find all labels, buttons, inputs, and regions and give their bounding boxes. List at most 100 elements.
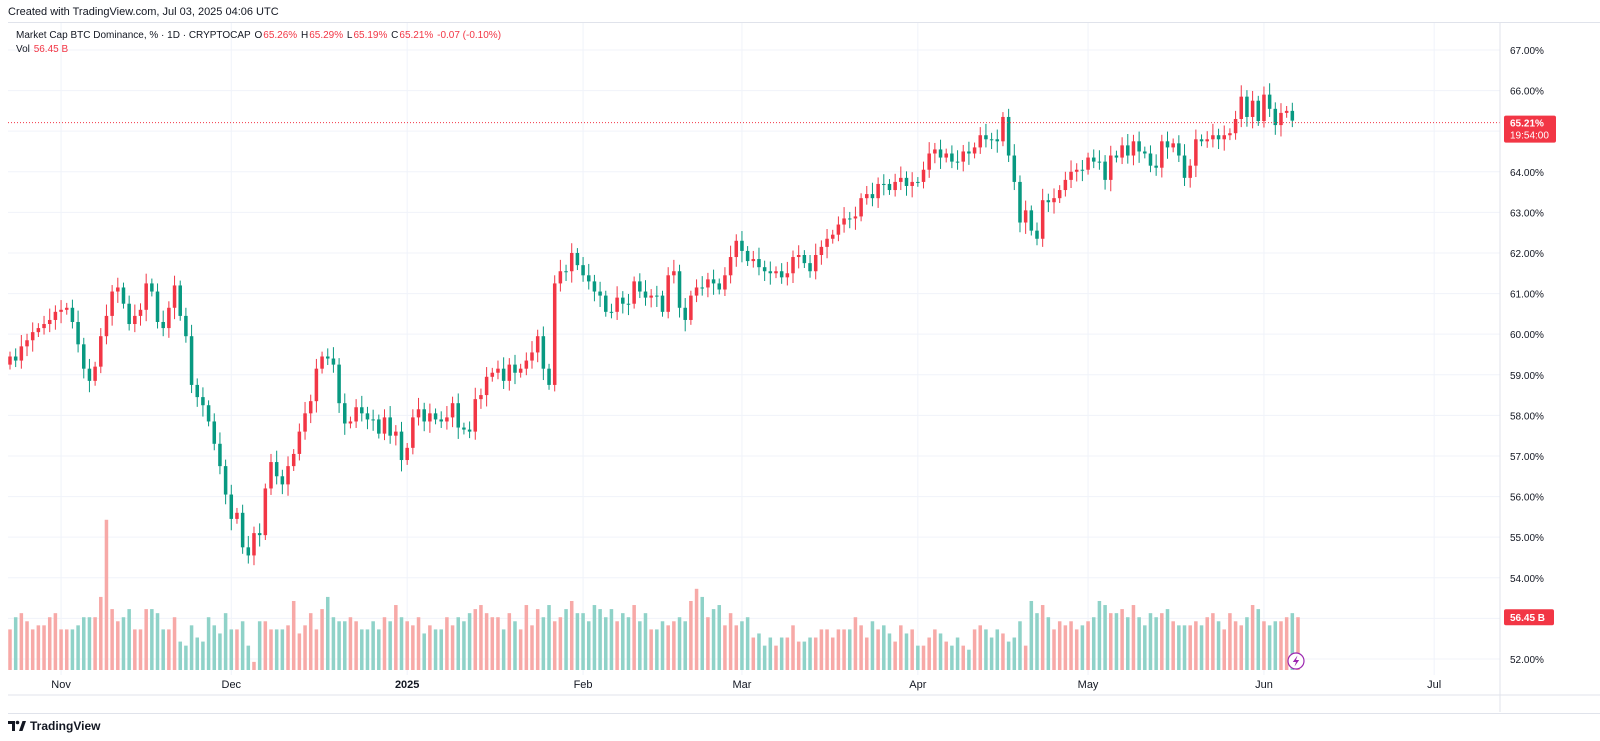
candle-body (337, 364, 341, 404)
candle (70, 299, 75, 329)
candle-body (354, 407, 358, 422)
time-tick-label: May (1078, 679, 1099, 691)
tradingview-logo-icon (8, 720, 26, 731)
volume-bar (1250, 605, 1255, 670)
candle-body (59, 309, 63, 312)
candle-body (1108, 155, 1113, 180)
candle (785, 261, 790, 286)
time-tick-label: 2025 (395, 679, 419, 691)
volume-bar (371, 621, 375, 670)
candle-body (1171, 143, 1175, 148)
candle-body (467, 429, 472, 432)
volume-bar (609, 609, 614, 670)
tradingview-footer[interactable]: TradingView (8, 719, 100, 733)
volume-bar (1256, 609, 1261, 670)
volume-bar (870, 621, 875, 670)
legend-symbol[interactable]: Market Cap BTC Dominance, % · 1D · CRYPT… (16, 30, 251, 41)
legend-low-value: 65.19% (353, 30, 388, 41)
candle (377, 414, 381, 439)
candle-body (825, 238, 829, 247)
candle (104, 304, 109, 345)
volume-bar (70, 629, 75, 670)
candle-body (1290, 110, 1295, 121)
candle (212, 413, 217, 451)
volume-bar (235, 629, 239, 670)
candle (808, 255, 812, 278)
volume-bar (1006, 641, 1011, 670)
volume-bar (1046, 617, 1051, 670)
candle (439, 411, 443, 428)
candle-body (274, 462, 279, 477)
candle (677, 264, 682, 318)
legend-volume-label[interactable]: Vol (16, 44, 30, 55)
volume-bar (394, 605, 398, 670)
candle (467, 421, 472, 439)
volume-bar (683, 621, 687, 670)
volume-bars (8, 519, 1300, 670)
candle (82, 337, 86, 379)
candle (1001, 112, 1005, 147)
volume-bar (569, 600, 574, 670)
price-axis[interactable]: 67.00%66.00%65.00%64.00%63.00%62.00%61.0… (1499, 23, 1544, 712)
candle (382, 409, 387, 441)
candle (530, 341, 534, 369)
candle (1052, 188, 1056, 214)
volume-bar (547, 605, 551, 670)
price-tick-label: 63.00% (1510, 208, 1544, 219)
volume-bar (723, 625, 727, 670)
volume-bar (343, 621, 347, 670)
candle (354, 399, 358, 428)
candle-body (138, 309, 143, 316)
candle (1006, 108, 1011, 163)
candle-body (541, 336, 546, 369)
volume-bar (1165, 609, 1170, 670)
candle (552, 275, 557, 392)
candle-body (706, 279, 710, 288)
candle (887, 179, 892, 195)
candle (121, 282, 126, 309)
candle (490, 367, 495, 382)
candle (252, 526, 256, 566)
candle (1182, 144, 1187, 186)
candle-body (1267, 94, 1272, 109)
volume-badge: 56.45 B (1504, 609, 1554, 626)
time-axis[interactable]: NovDec2025FebMarAprMayJunJulAug (8, 679, 1600, 696)
volume-bar (325, 596, 330, 670)
candle-body (1035, 230, 1039, 239)
candle (172, 275, 177, 320)
candle (791, 250, 795, 284)
volume-bar (660, 621, 665, 670)
candle-body (870, 194, 875, 199)
price-tick-label: 52.00% (1510, 655, 1544, 666)
candle (558, 259, 563, 292)
volume-bar (1035, 613, 1039, 670)
candle-body (802, 255, 807, 264)
candle (507, 358, 512, 391)
candle-body (853, 216, 858, 219)
price-tick-label: 61.00% (1510, 290, 1544, 301)
candle (1063, 171, 1068, 197)
candle-body (189, 336, 194, 385)
volume-bar (93, 617, 97, 670)
volume-bar (779, 637, 784, 670)
candle-body (218, 443, 222, 467)
lightning-icon[interactable] (1287, 652, 1305, 670)
candle-body (575, 252, 580, 266)
candle-body (484, 376, 489, 396)
volume-bar (416, 617, 421, 670)
volume-bar (1205, 617, 1209, 670)
time-tick-label: Jun (1255, 679, 1273, 691)
candle-body (876, 183, 880, 199)
volume-bar (984, 629, 988, 670)
candle (853, 206, 858, 230)
candle (1012, 144, 1017, 191)
candle-body (1194, 139, 1198, 166)
candle (581, 257, 585, 282)
volume-bar (240, 621, 245, 670)
volume-bar (649, 629, 653, 670)
volume-bar (428, 625, 432, 670)
candle-body (93, 366, 97, 381)
volume-bar (47, 617, 52, 670)
candle (99, 328, 103, 374)
